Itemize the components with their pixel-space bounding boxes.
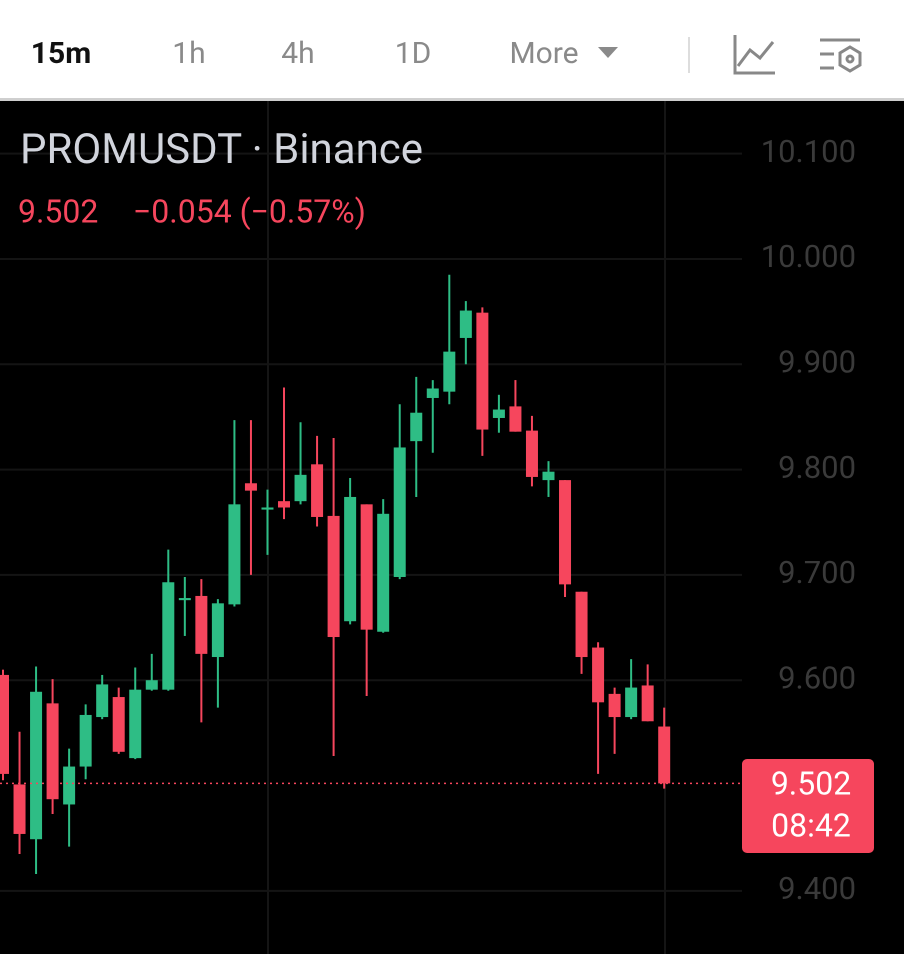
- price-change: −0.054 (−0.57%): [133, 192, 366, 230]
- tab[interactable]: 1h: [172, 36, 205, 71]
- y-tick-label: 9.900: [778, 343, 856, 380]
- candle-body: [13, 784, 26, 834]
- candle-body: [261, 507, 274, 510]
- y-tick-label: 9.700: [778, 554, 856, 591]
- candle-body: [377, 513, 390, 632]
- candle-body: [162, 582, 175, 690]
- candle-body: [311, 464, 324, 517]
- candle-body: [509, 406, 522, 432]
- candle-body: [278, 501, 291, 508]
- candle-body: [542, 471, 555, 481]
- price-badge: [742, 759, 874, 853]
- price-badge-value: 9.502: [771, 764, 851, 802]
- indicator-icon[interactable]: [733, 35, 775, 75]
- y-tick-label: 10.000: [761, 238, 856, 275]
- tab[interactable]: 4h: [281, 36, 314, 71]
- candle-body: [30, 691, 43, 840]
- candle-body: [492, 409, 505, 418]
- price-badge-countdown: 08:42: [771, 806, 851, 844]
- last-price: 9.502: [18, 192, 98, 230]
- y-tick-label: 9.800: [778, 449, 856, 486]
- candle-body: [178, 598, 191, 601]
- y-tick-label: 9.400: [778, 870, 856, 907]
- tab[interactable]: More: [509, 36, 578, 71]
- candle-body: [360, 504, 373, 630]
- candle-body: [443, 351, 456, 392]
- tab[interactable]: 1D: [395, 36, 432, 71]
- candle-body: [426, 388, 439, 398]
- toolbar-bg: [0, 0, 904, 98]
- candle-body: [79, 714, 92, 767]
- candle-body: [294, 474, 307, 502]
- candle-body: [63, 766, 76, 805]
- y-tick-label: 10.100: [761, 133, 856, 170]
- y-tick-label: 9.600: [778, 659, 856, 696]
- candle-body: [129, 689, 142, 759]
- candle-body: [46, 703, 59, 800]
- candle-body: [195, 595, 208, 654]
- candle-body: [244, 483, 257, 491]
- candle-body: [410, 412, 423, 442]
- tab[interactable]: 15m: [31, 36, 91, 71]
- candle-body: [658, 726, 671, 784]
- candle-body: [575, 591, 588, 658]
- candle-body: [0, 674, 9, 774]
- candle-body: [559, 480, 572, 585]
- plot: 9.400 9.600 9.700 9.800 9.900 10.000 10.100: [0, 133, 856, 907]
- toolbar-border: [0, 98, 904, 101]
- dropdown-arrow: [598, 47, 618, 58]
- candle-body: [344, 496, 357, 622]
- candle-body: [145, 680, 158, 690]
- candle-body: [211, 603, 224, 658]
- candle-body: [608, 693, 621, 718]
- candle-body: [625, 687, 638, 718]
- candle-body: [327, 515, 340, 638]
- candle-body: [228, 504, 241, 605]
- candle-body: [525, 430, 538, 477]
- candle-body: [592, 647, 605, 703]
- chart-title: PROMUSDT · Binance: [20, 125, 423, 174]
- candle-body: [641, 685, 654, 722]
- settings-icon[interactable]: [820, 38, 862, 73]
- candle-body: [112, 697, 125, 752]
- candle-body: [459, 310, 472, 338]
- candle-body: [393, 447, 406, 577]
- candle-body: [476, 312, 489, 430]
- candle-body: [96, 684, 109, 718]
